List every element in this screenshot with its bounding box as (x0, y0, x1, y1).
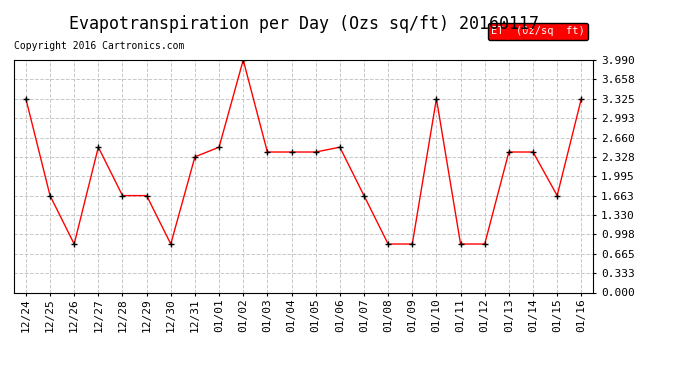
Text: Copyright 2016 Cartronics.com: Copyright 2016 Cartronics.com (14, 41, 184, 51)
Text: Evapotranspiration per Day (Ozs sq/ft) 20160117: Evapotranspiration per Day (Ozs sq/ft) 2… (68, 15, 539, 33)
Legend: ET  (0z/sq  ft): ET (0z/sq ft) (489, 23, 588, 40)
